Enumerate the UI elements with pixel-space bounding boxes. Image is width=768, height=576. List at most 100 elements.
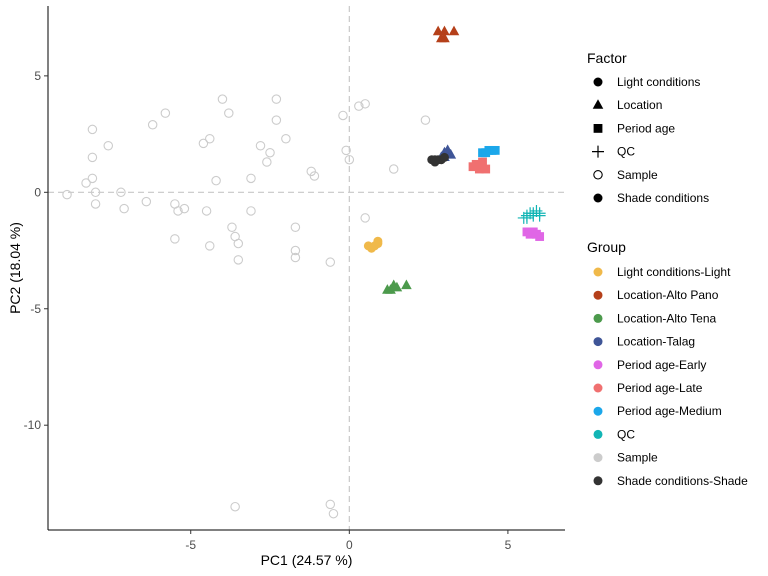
data-point-sample — [309, 171, 320, 181]
legend-label-shape: Light conditions — [617, 75, 700, 89]
data-point-sample — [325, 499, 336, 510]
data-point-sample — [360, 213, 370, 223]
data-point-sample — [147, 120, 158, 130]
data-point-sample — [265, 147, 275, 158]
data-point-sample — [262, 157, 272, 167]
legend: Factor Group Light conditions Location Per… — [587, 50, 748, 488]
data-point-sample — [246, 173, 256, 184]
x-tick-label: 0 — [346, 538, 353, 552]
legend-label-color: Sample — [617, 451, 658, 465]
data-point-sample — [90, 187, 101, 198]
legend-label-color: Location-Alto Pano — [617, 288, 719, 302]
legend-key-shape — [593, 170, 603, 180]
legend-label-color: Location-Alto Tena — [617, 311, 717, 325]
legend-label-color: Period age-Late — [617, 381, 703, 395]
data-point-sample — [170, 234, 180, 244]
data-point-sample — [81, 178, 91, 188]
data-point-sample — [227, 222, 237, 232]
data-point-period-age-late — [478, 157, 487, 167]
axes: PC1 (24.57 %) PC2 (18.04 %) -5 0 5 -10 -5 0 5 — [7, 6, 565, 568]
data-point-sample — [205, 133, 215, 144]
data-point-sample — [360, 99, 370, 109]
data-point-sample — [211, 175, 221, 186]
legend-label-shape: QC — [617, 145, 635, 159]
legend-key-color — [593, 313, 603, 323]
legend-key-shape — [593, 193, 603, 203]
legend-label-color: Location-Talag — [617, 335, 695, 349]
legend-key-color — [593, 383, 603, 393]
data-point-sample — [116, 187, 126, 198]
legend-key-shape — [592, 99, 604, 109]
data-point-sample — [160, 108, 171, 118]
data-point-period-age-late — [471, 159, 481, 169]
data-point-sample — [87, 124, 98, 135]
data-point-shade-conditions-shade — [430, 155, 440, 165]
data-point-sample — [62, 189, 72, 200]
legend-key-shape — [592, 145, 604, 158]
data-point-sample — [205, 241, 215, 251]
plot-area — [48, 6, 565, 530]
data-point-sample — [198, 138, 209, 149]
data-point-sample — [388, 164, 399, 174]
data-point-period-age-medium — [490, 145, 500, 155]
data-point-sample — [420, 115, 431, 125]
data-point-period-age-late — [481, 164, 491, 174]
data-point-sample — [354, 101, 364, 111]
data-point-sample — [271, 115, 282, 125]
data-point-qc — [533, 209, 546, 222]
shape-legend-title: Factor — [587, 50, 627, 66]
legend-label-color: QC — [617, 427, 635, 441]
data-point-period-age-late — [474, 164, 484, 174]
data-point-sample — [341, 145, 351, 156]
data-point-sample — [325, 257, 336, 267]
data-point-shade-conditions-shade — [439, 152, 449, 162]
legend-key-color — [593, 360, 603, 370]
data-point-qc — [520, 211, 533, 224]
data-point-sample — [90, 199, 101, 209]
x-tick-label: -5 — [185, 538, 196, 552]
data-point-sample — [271, 94, 282, 104]
legend-key-shape — [593, 77, 603, 87]
data-point-qc — [530, 204, 543, 217]
data-point-sample — [230, 501, 240, 512]
legend-label-color: Shade conditions-Shade — [617, 474, 748, 488]
x-tick-label: 5 — [505, 538, 512, 552]
data-point-sample — [233, 255, 244, 265]
data-point-sample — [338, 110, 348, 121]
legend-key-color — [593, 406, 603, 416]
data-point-sample — [119, 203, 129, 214]
legend-key-color — [593, 337, 603, 347]
data-point-sample — [306, 166, 317, 177]
data-point-sample — [290, 222, 301, 232]
data-point-sample — [87, 152, 98, 163]
data-point-location-alto-pano — [448, 25, 460, 36]
data-point-sample — [246, 206, 256, 216]
y-tick-label: 0 — [34, 185, 41, 199]
legend-label-color: Light conditions-Light — [617, 265, 731, 279]
data-point-sample — [217, 94, 228, 104]
data-point-period-age-early — [535, 232, 545, 241]
data-point-location-alto-pano — [439, 32, 450, 43]
data-point-sample — [141, 196, 152, 207]
data-point-sample — [290, 252, 301, 263]
legend-key-color — [593, 290, 603, 300]
data-point-sample — [87, 173, 98, 184]
legend-label-shape: Sample — [617, 168, 658, 182]
data-point-sample — [281, 133, 291, 144]
color-legend-title: Group — [587, 239, 626, 255]
legend-label-shape: Shade conditions — [617, 191, 709, 205]
data-point-sample — [179, 203, 190, 214]
legend-key-color — [593, 453, 603, 463]
data-point-sample — [201, 206, 212, 216]
data-point-sample — [328, 508, 339, 519]
legend-key-shape — [593, 124, 603, 133]
data-point-location-alto-pano — [439, 25, 450, 36]
data-point-sample — [290, 245, 301, 256]
legend-key-color — [593, 267, 603, 277]
data-point-sample — [255, 140, 266, 151]
legend-label-shape: Period age — [617, 121, 675, 135]
data-point-sample — [224, 108, 234, 118]
data-point-sample — [233, 238, 244, 249]
